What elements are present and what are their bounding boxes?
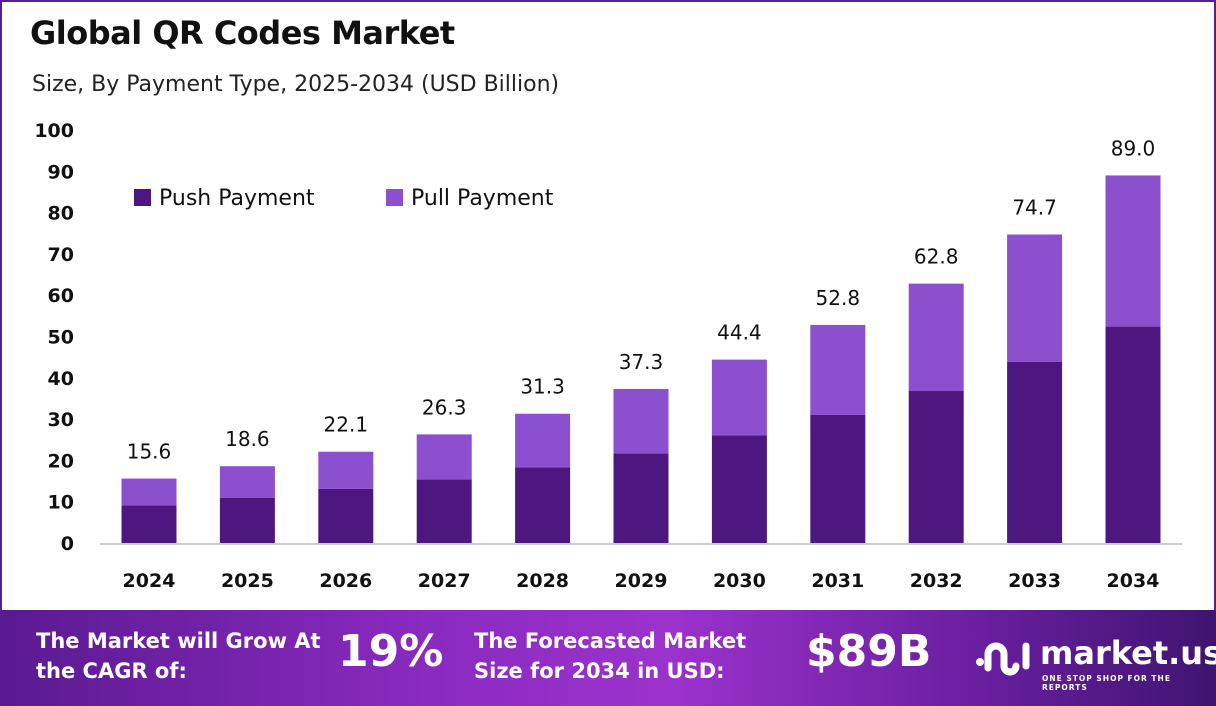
x-tick-label: 2032 <box>910 570 963 592</box>
forecast-value: $89B <box>806 626 932 677</box>
bar-push-payment <box>515 467 571 543</box>
bar-push-payment <box>613 453 669 543</box>
y-tick-label: 80 <box>48 203 74 225</box>
total-label: 62.8 <box>914 245 959 269</box>
x-tick-label: 2030 <box>713 570 766 592</box>
chart-subtitle: Size, By Payment Type, 2025-2034 (USD Bi… <box>32 72 560 97</box>
total-label: 22.1 <box>324 413 369 437</box>
bar-push-payment <box>810 414 866 543</box>
x-tick-label: 2029 <box>615 570 668 592</box>
x-tick-label: 2033 <box>1008 570 1061 592</box>
legend-label: Pull Payment <box>411 186 554 211</box>
bar-push-payment <box>318 488 374 543</box>
x-tick-label: 2028 <box>516 570 569 592</box>
total-label: 52.8 <box>816 286 861 310</box>
bar-pull-payment <box>1007 234 1063 362</box>
total-label: 31.3 <box>520 375 565 399</box>
legend-label: Push Payment <box>159 186 315 211</box>
bar-pull-payment <box>515 413 571 468</box>
total-label: 18.6 <box>225 427 270 451</box>
bar-push-payment <box>711 435 767 543</box>
forecast-label: The Forecasted Market Size for 2034 in U… <box>474 629 747 683</box>
y-tick-label: 60 <box>48 285 74 307</box>
market-us-logo-icon <box>976 642 1030 676</box>
bar-chart: 010203040506070809010015.6202418.6202522… <box>34 120 1182 592</box>
y-tick-label: 40 <box>48 368 74 390</box>
total-label: 15.6 <box>127 440 172 464</box>
bar-pull-payment <box>416 434 472 480</box>
bar-pull-payment <box>318 451 374 489</box>
bar-push-payment <box>1007 361 1063 543</box>
bar-push-payment <box>219 497 275 543</box>
y-tick-label: 100 <box>34 120 74 142</box>
cagr-label: The Market will Grow At the CAGR of: <box>36 629 321 683</box>
y-tick-label: 70 <box>48 244 74 266</box>
bar-push-payment <box>908 391 964 543</box>
x-tick-label: 2025 <box>221 570 274 592</box>
y-tick-label: 10 <box>48 492 74 514</box>
bar-push-payment <box>1105 326 1161 543</box>
bar-pull-payment <box>219 466 275 498</box>
chart-title: Global QR Codes Market <box>30 14 455 52</box>
logo-tagline: ONE STOP SHOP FOR THE REPORTS <box>1042 674 1171 692</box>
cagr-value: 19% <box>338 626 444 677</box>
x-tick-label: 2024 <box>123 570 176 592</box>
bar-pull-payment <box>613 388 669 454</box>
total-label: 89.0 <box>1111 136 1156 160</box>
x-tick-label: 2026 <box>319 570 372 592</box>
y-tick-label: 0 <box>61 533 74 555</box>
bar-pull-payment <box>121 478 177 506</box>
total-label: 26.3 <box>422 395 467 419</box>
bar-pull-payment <box>810 324 866 415</box>
y-tick-label: 50 <box>48 327 74 349</box>
bar-push-payment <box>121 505 177 543</box>
y-tick-label: 30 <box>48 409 74 431</box>
total-label: 74.7 <box>1012 195 1057 219</box>
logo-name: market.us <box>1040 634 1216 672</box>
bar-push-payment <box>416 479 472 543</box>
x-tick-label: 2034 <box>1107 570 1160 592</box>
legend-swatch <box>386 189 403 206</box>
y-tick-label: 20 <box>48 450 74 472</box>
bar-pull-payment <box>1105 175 1161 327</box>
bar-pull-payment <box>908 283 964 392</box>
summary-banner: The Market will Grow At the CAGR of: 19%… <box>0 610 1216 706</box>
y-tick-label: 90 <box>48 161 74 183</box>
x-tick-label: 2031 <box>811 570 864 592</box>
legend-swatch <box>134 189 151 206</box>
x-tick-label: 2027 <box>418 570 471 592</box>
total-label: 44.4 <box>717 321 762 345</box>
bar-pull-payment <box>711 359 767 436</box>
total-label: 37.3 <box>619 350 664 374</box>
